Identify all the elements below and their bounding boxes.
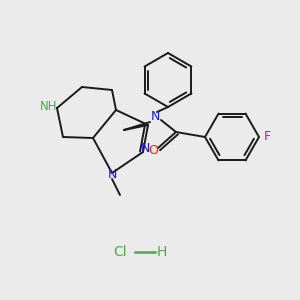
Text: N: N	[107, 169, 117, 182]
Text: N: N	[150, 110, 160, 124]
Text: NH: NH	[40, 100, 58, 112]
Text: N: N	[140, 142, 150, 155]
Text: Cl: Cl	[113, 245, 127, 259]
Text: H: H	[157, 245, 167, 259]
Text: O: O	[148, 143, 158, 157]
Text: F: F	[263, 130, 271, 143]
